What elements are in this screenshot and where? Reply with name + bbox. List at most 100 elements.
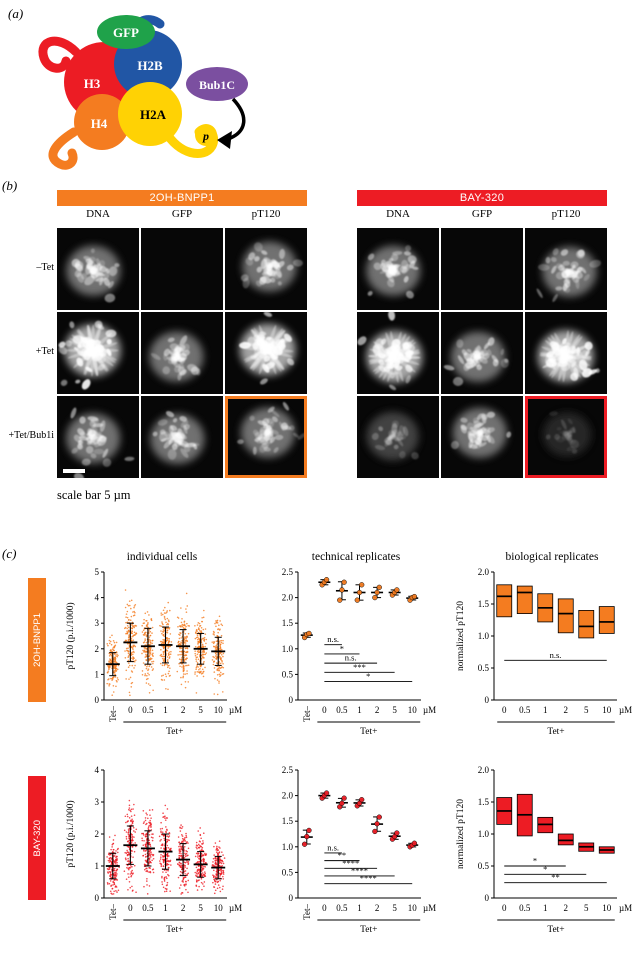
svg-text:1.0: 1.0 <box>478 829 490 839</box>
panel-c-tag: (c) <box>2 546 17 561</box>
svg-text:Tet+: Tet+ <box>166 727 183 737</box>
micrograph-tile-r2-c4 <box>441 396 523 478</box>
svg-text:1: 1 <box>543 705 548 715</box>
svg-text:10: 10 <box>602 903 612 913</box>
svg-text:pT120 (p.i./1000): pT120 (p.i./1000) <box>65 602 76 669</box>
significance-annotations: n.s.*n.s.**** <box>324 634 413 683</box>
svg-text:0.5: 0.5 <box>282 669 294 679</box>
chart-bnpp1-individual-cells: 0 1 2 3 4 5 pT120 (p.i./1000) Tet– 0 0.5 1 2 5 10 µM Te… <box>62 566 247 756</box>
bub1c-arrowhead <box>217 131 232 149</box>
row-group-label: BAY-320 <box>31 819 43 857</box>
svg-text:0.5: 0.5 <box>336 705 348 715</box>
svg-text:4: 4 <box>95 593 100 603</box>
svg-text:normalized pT120: normalized pT120 <box>456 601 466 671</box>
chart-bay320-technical-replicates: 0 0.5 1.0 1.5 2.0 2.5 Tet– 0 0.5 1 2 5 10 µM Tet+ n.s. *… <box>256 764 441 954</box>
svg-text:1: 1 <box>357 903 362 913</box>
row-group-label: 2OH-BNPP1 <box>31 613 43 667</box>
svg-text:****: **** <box>351 865 368 875</box>
svg-text:2: 2 <box>564 705 569 715</box>
micrograph-tile-r0-c4 <box>441 228 523 310</box>
phospho-label: p <box>202 129 209 143</box>
micrograph-image <box>441 312 523 394</box>
phospho-shape <box>195 124 217 146</box>
row-label-0: –Tet <box>36 262 54 273</box>
svg-text:1: 1 <box>163 705 168 715</box>
micrograph-image <box>525 396 607 478</box>
micrograph-image <box>357 396 439 478</box>
gfp-tag-shape <box>97 15 155 49</box>
svg-text:0: 0 <box>289 893 294 903</box>
micrograph-tile-r1-c0 <box>57 312 139 394</box>
micrograph-image <box>57 312 139 394</box>
micrograph-image <box>525 312 607 394</box>
micrograph-tile-r1-c2 <box>225 312 307 394</box>
svg-text:n.s.: n.s. <box>550 650 562 660</box>
svg-text:µM: µM <box>423 903 436 913</box>
svg-text:*: * <box>533 856 537 866</box>
svg-text:n.s.: n.s. <box>327 842 339 852</box>
svg-text:1: 1 <box>543 903 548 913</box>
data-points <box>496 584 615 639</box>
svg-text:3: 3 <box>95 618 100 628</box>
svg-text:**: ** <box>551 872 560 882</box>
svg-text:5: 5 <box>392 903 397 913</box>
svg-text:0: 0 <box>289 695 294 705</box>
x-axis-labels: Tet– 0 0.5 1 2 5 10 µM Tet+ <box>108 903 242 935</box>
svg-text:0: 0 <box>322 903 327 913</box>
chart-title-technical-replicates: technical replicates <box>311 551 401 563</box>
svg-text:1.5: 1.5 <box>478 599 490 609</box>
svg-text:2: 2 <box>181 903 186 913</box>
chart-svg-bay320-biological-replicates: 0 0.5 1.0 1.5 2.0 normalized pT120 0 0.5 1 2 5 10 µM… <box>456 765 632 935</box>
significance-annotations: n.s.************** <box>324 842 413 885</box>
micrograph-image <box>141 228 223 310</box>
nucleosome-diagram: GFP H3 H2B H4 H2A Bub1C p <box>38 15 248 170</box>
bub1c-label: Bub1C <box>199 78 235 92</box>
svg-text:1.5: 1.5 <box>478 797 490 807</box>
svg-text:5: 5 <box>198 705 203 715</box>
svg-text:0: 0 <box>502 705 507 715</box>
svg-text:10: 10 <box>408 903 418 913</box>
svg-text:5: 5 <box>584 903 589 913</box>
x-axis-labels: 0 0.5 1 2 5 10 µM Tet+ <box>497 903 632 935</box>
svg-text:µM: µM <box>619 705 632 715</box>
svg-text:0.5: 0.5 <box>142 705 154 715</box>
svg-text:1: 1 <box>95 861 100 871</box>
svg-text:1.0: 1.0 <box>478 631 490 641</box>
axes: 0 0.5 1.0 1.5 2.0 2.5 <box>282 567 421 705</box>
row-label-1: +Tet <box>35 346 54 357</box>
svg-text:5: 5 <box>584 705 589 715</box>
svg-text:Tet–: Tet– <box>108 904 118 920</box>
svg-text:0: 0 <box>128 903 133 913</box>
micrograph-image <box>141 396 223 478</box>
svg-text:2: 2 <box>181 705 186 715</box>
data-points <box>496 793 615 854</box>
svg-text:Tet+: Tet+ <box>166 925 183 935</box>
column-label-dna-0: DNA <box>86 208 110 220</box>
svg-text:1: 1 <box>163 903 168 913</box>
svg-text:1.0: 1.0 <box>282 644 294 654</box>
significance-annotations: n.s. <box>504 650 607 661</box>
svg-text:2: 2 <box>564 903 569 913</box>
svg-text:0.5: 0.5 <box>142 903 154 913</box>
svg-text:1: 1 <box>357 705 362 715</box>
column-label-pt120-1: pT120 <box>551 208 581 220</box>
significance-annotations: **** <box>504 856 607 884</box>
data-points <box>105 799 226 895</box>
svg-text:0: 0 <box>485 893 490 903</box>
svg-text:n.s.: n.s. <box>327 634 339 644</box>
chart-bay320-biological-replicates: 0 0.5 1.0 1.5 2.0 normalized pT120 0 0.5 1 2 5 10 µM… <box>452 764 637 954</box>
micrograph-tile-r2-c2 <box>225 396 307 478</box>
svg-text:2: 2 <box>95 829 100 839</box>
axes: 0 0.5 1.0 1.5 2.0 2.5 <box>282 765 421 903</box>
svg-text:10: 10 <box>214 705 224 715</box>
svg-text:0: 0 <box>485 695 490 705</box>
chart-bnpp1-technical-replicates: 0 0.5 1.0 1.5 2.0 2.5 Tet– 0 0.5 1 2 5 10 µM Tet+ n.s. *… <box>256 566 441 756</box>
micrograph-tile-r0-c0 <box>57 228 139 310</box>
group-bar-label: 2OH-BNPP1 <box>149 192 215 204</box>
x-axis-labels: 0 0.5 1 2 5 10 µM Tet+ <box>497 705 632 737</box>
chart-svg-bnpp1-biological-replicates: 0 0.5 1.0 1.5 2.0 normalized pT120 0 0.5 1 2 5 10 µM… <box>456 567 632 737</box>
chart-title-biological-replicates: biological replicates <box>505 551 599 563</box>
micrograph-image <box>225 312 307 394</box>
